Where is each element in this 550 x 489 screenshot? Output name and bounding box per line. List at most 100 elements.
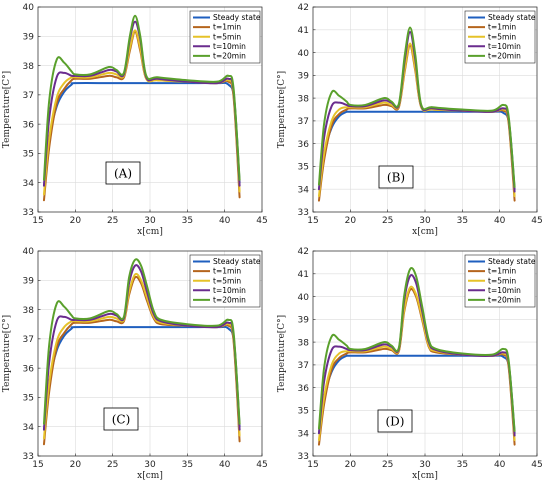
series-line-4 <box>42 258 241 425</box>
y-tick-label: 36 <box>23 364 35 374</box>
y-tick-label: 38 <box>23 306 35 316</box>
panel-tag-label: (D) <box>386 415 405 429</box>
chart-panel-d: 15 20 25 30 35 40 45 33 34 35 36 37 38 39 40 41 42 x[cm] T… <box>277 247 543 481</box>
y-axis-label: Temperature[C°] <box>2 71 12 148</box>
x-tick-label: 45 <box>256 216 267 226</box>
y-tick-label: 34 <box>298 429 310 439</box>
series-line-4 <box>42 14 241 181</box>
y-tick-label: 37 <box>23 335 34 345</box>
legend-label: t=5min <box>488 32 516 41</box>
panel-tag-label: (B) <box>387 171 405 185</box>
y-tick-label: 40 <box>298 293 310 303</box>
x-tick-label: 35 <box>457 460 468 470</box>
x-tick-label: 25 <box>382 460 393 470</box>
y-tick-label: 39 <box>298 316 310 326</box>
panel-tag: (A) <box>105 161 141 185</box>
x-tick-label: 30 <box>144 460 156 470</box>
y-tick-label: 35 <box>23 394 34 404</box>
legend-label: Steady state <box>488 13 536 22</box>
y-axis-label: Temperature[C°] <box>2 315 12 392</box>
x-tick-label: 25 <box>107 460 118 470</box>
x-tick-label: 45 <box>256 460 267 470</box>
panel-tag-box <box>377 409 413 433</box>
panel-tag-box <box>378 165 414 189</box>
x-tick-label: 40 <box>219 460 231 470</box>
y-tick-label: 38 <box>298 94 310 104</box>
x-tick-label: 30 <box>419 460 431 470</box>
y-tick-label: 35 <box>298 407 309 417</box>
y-tick-label: 40 <box>298 49 310 59</box>
x-tick-label: 40 <box>219 216 231 226</box>
x-tick-label: 45 <box>531 460 542 470</box>
y-tick-label: 37 <box>23 91 34 101</box>
x-tick-label: 30 <box>144 216 156 226</box>
series-group <box>42 14 241 202</box>
x-axis-label: x[cm] <box>412 471 438 481</box>
y-tick-label: 38 <box>298 338 310 348</box>
y-tick-label: 42 <box>298 3 309 13</box>
legend-label: t=5min <box>213 276 241 285</box>
legend-label: t=1min <box>488 23 516 32</box>
legend-label: Steady state <box>488 257 536 266</box>
x-axis-label: x[cm] <box>412 227 438 237</box>
legend-label: Steady state <box>213 13 261 22</box>
x-tick-label: 20 <box>345 216 357 226</box>
x-tick-label: 15 <box>32 216 43 226</box>
y-tick-label: 41 <box>298 26 309 36</box>
x-tick-label: 40 <box>494 216 506 226</box>
legend-label: t=10min <box>213 286 246 295</box>
x-tick-label: 15 <box>307 460 318 470</box>
x-tick-label: 35 <box>457 216 468 226</box>
x-tick-label: 20 <box>70 460 82 470</box>
y-tick-label: 40 <box>23 247 35 257</box>
y-tick-label: 40 <box>23 3 35 13</box>
y-tick-label: 33 <box>23 208 34 218</box>
x-tick-label: 40 <box>494 460 506 470</box>
y-tick-label: 42 <box>298 247 309 257</box>
legend-label: t=20min <box>488 52 521 61</box>
x-tick-label: 35 <box>182 216 193 226</box>
y-tick-label: 33 <box>23 452 34 462</box>
legend-label: t=20min <box>213 296 246 305</box>
y-tick-label: 36 <box>298 384 310 394</box>
chart-panel-a: 15 20 25 30 35 40 45 33 34 35 36 37 38 39 40 x[cm] Tempe… <box>2 3 268 237</box>
y-tick-label: 38 <box>23 62 35 72</box>
x-tick-label: 35 <box>182 460 193 470</box>
y-tick-label: 35 <box>23 150 34 160</box>
y-tick-label: 34 <box>23 423 35 433</box>
y-tick-label: 34 <box>298 185 310 195</box>
y-tick-label: 36 <box>23 120 35 130</box>
legend-label: Steady state <box>213 257 261 266</box>
legend-label: t=5min <box>488 276 516 285</box>
panel-tag-label: (C) <box>112 413 131 427</box>
y-tick-label: 36 <box>298 140 310 150</box>
series-line-4 <box>317 26 516 188</box>
series-line-4 <box>317 266 516 432</box>
panel-tag: (D) <box>377 409 413 433</box>
x-axis-label: x[cm] <box>137 471 163 481</box>
panel-tag: (B) <box>378 165 414 189</box>
y-tick-label: 41 <box>298 270 309 280</box>
x-tick-label: 25 <box>382 216 393 226</box>
y-tick-label: 34 <box>23 179 35 189</box>
legend-label: t=5min <box>213 32 241 41</box>
legend-label: t=1min <box>488 267 516 276</box>
legend-label: t=1min <box>213 267 241 276</box>
legend-label: t=1min <box>213 23 241 32</box>
legend-label: t=20min <box>488 296 521 305</box>
x-tick-label: 30 <box>419 216 431 226</box>
legend-label: t=10min <box>488 286 521 295</box>
panel-tag-box <box>105 161 141 185</box>
series-group <box>317 266 516 446</box>
y-tick-label: 33 <box>298 208 309 218</box>
series-group <box>42 258 241 446</box>
x-tick-label: 15 <box>307 216 318 226</box>
chart-panel-b: 15 20 25 30 35 40 45 33 34 35 36 37 38 39 40 41 42 x[cm] T… <box>277 3 543 237</box>
chart-panel-c: 15 20 25 30 35 40 45 33 34 35 36 37 38 39 40 x[cm] Tempe… <box>2 247 268 481</box>
x-tick-label: 20 <box>345 460 357 470</box>
panel-tag-label: (A) <box>114 167 132 181</box>
y-tick-label: 39 <box>23 32 35 42</box>
